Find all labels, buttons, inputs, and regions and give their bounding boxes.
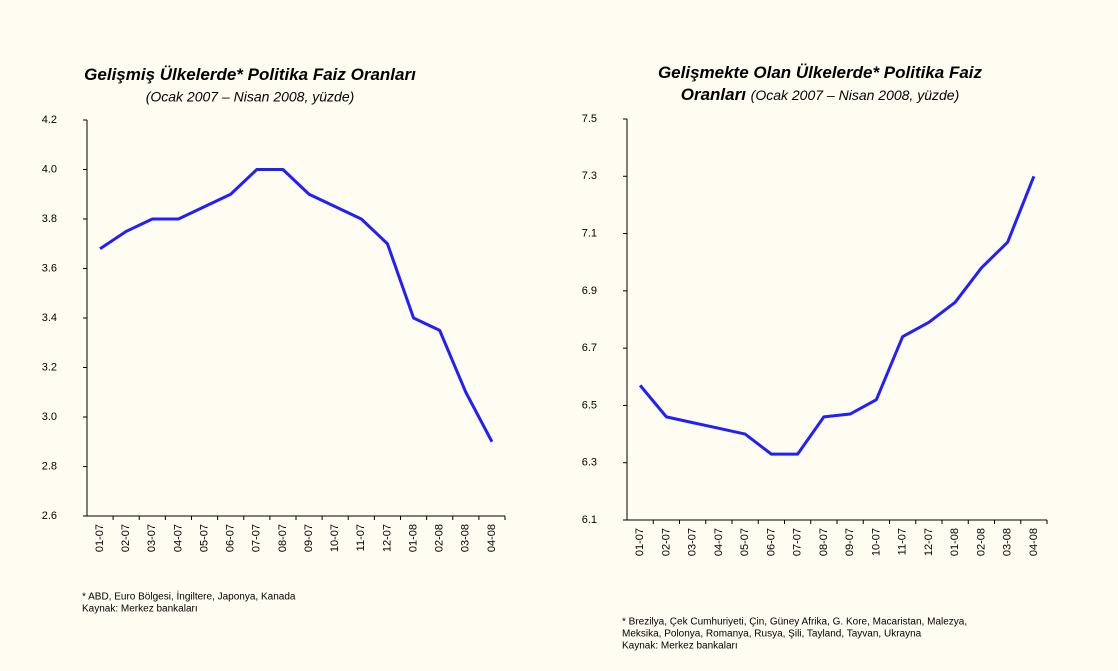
x-tick-label: 12-07 (923, 528, 935, 556)
x-tick-label: 03-08 (1002, 528, 1014, 556)
y-tick-label: 3.4 (42, 312, 57, 324)
y-tick-label: 3.0 (42, 411, 57, 423)
x-tick-label: 04-08 (486, 524, 498, 552)
chart-subtitle: (Ocak 2007 – Nisan 2008, yüzde) (751, 87, 960, 103)
chart-title-line: Oranları (681, 85, 746, 104)
y-tick-label: 7.1 (582, 227, 597, 239)
x-tick-label: 04-07 (713, 528, 725, 556)
footnote: Kaynak: Merkez bankaları (82, 604, 198, 615)
y-tick-label: 6.5 (582, 399, 597, 411)
x-tick-label: 11-07 (897, 528, 909, 555)
x-tick-label: 07-07 (251, 524, 263, 552)
chart-title: Gelişmekte Olan Ülkelerde* Politika Faiz (658, 63, 983, 82)
x-tick-label: 02-07 (660, 528, 672, 556)
x-tick-label: 03-08 (460, 524, 472, 552)
x-tick-label: 12-07 (381, 524, 393, 552)
y-tick-label: 6.1 (582, 514, 597, 526)
x-tick-label: 06-07 (765, 528, 777, 556)
x-tick-label: 06-07 (225, 524, 237, 552)
y-tick-label: 4.2 (42, 114, 57, 126)
y-tick-label: 6.7 (582, 342, 597, 354)
x-tick-label: 05-07 (198, 524, 210, 552)
x-tick-label: 01-07 (634, 528, 646, 556)
y-tick-label: 6.9 (582, 285, 597, 297)
x-tick-label: 09-07 (844, 528, 856, 556)
y-tick-label: 6.3 (582, 457, 597, 469)
chart-subtitle: (Ocak 2007 – Nisan 2008, yüzde) (146, 89, 355, 105)
x-tick-label: 01-08 (407, 524, 419, 552)
x-tick-label: 04-07 (172, 524, 184, 552)
y-tick-label: 2.6 (42, 510, 57, 522)
y-tick-label: 7.3 (582, 170, 597, 182)
x-tick-label: 09-07 (303, 524, 315, 552)
chart-title: Gelişmiş Ülkelerde* Politika Faiz Oranla… (84, 65, 416, 84)
y-tick-label: 3.8 (42, 213, 57, 225)
y-tick-label: 3.2 (42, 361, 57, 373)
x-tick-label: 11-07 (355, 524, 367, 551)
x-tick-label: 02-08 (434, 524, 446, 552)
x-tick-label: 01-07 (94, 524, 106, 552)
x-tick-label: 03-07 (687, 528, 699, 556)
x-tick-label: 03-07 (146, 524, 158, 552)
x-tick-label: 02-08 (975, 528, 987, 556)
x-tick-label: 08-07 (277, 524, 289, 552)
y-tick-label: 4.0 (42, 163, 57, 175)
x-tick-label: 07-07 (792, 528, 804, 556)
footnote: Meksika, Polonya, Romanya, Rusya, Şili, … (622, 629, 922, 640)
y-tick-label: 2.8 (42, 460, 57, 472)
chart-title-line: Gelişmiş Ülkelerde* Politika Faiz Oranla… (84, 65, 416, 84)
line-series (99, 168, 494, 443)
footnote: Kaynak: Merkez bankaları (622, 641, 738, 652)
x-tick-label: 04-08 (1028, 528, 1040, 556)
chart-title: Oranları (Ocak 2007 – Nisan 2008, yüzde) (681, 85, 960, 104)
footnote: * Brezilya, Çek Cumhuriyeti, Çin, Güney … (622, 617, 967, 628)
x-tick-label: 05-07 (739, 528, 751, 556)
x-tick-label: 01-08 (949, 528, 961, 556)
chart-title-line: Gelişmekte Olan Ülkelerde* Politika Faiz (658, 63, 983, 82)
y-tick-label: 3.6 (42, 262, 57, 274)
line-series (638, 175, 1036, 456)
x-tick-label: 08-07 (818, 528, 830, 556)
y-tick-label: 7.5 (582, 113, 597, 125)
x-tick-label: 02-07 (120, 524, 132, 552)
x-tick-label: 10-07 (329, 524, 341, 552)
footnote: * ABD, Euro Bölgesi, İngiltere, Japonya,… (82, 590, 296, 603)
x-tick-label: 10-07 (870, 528, 882, 556)
